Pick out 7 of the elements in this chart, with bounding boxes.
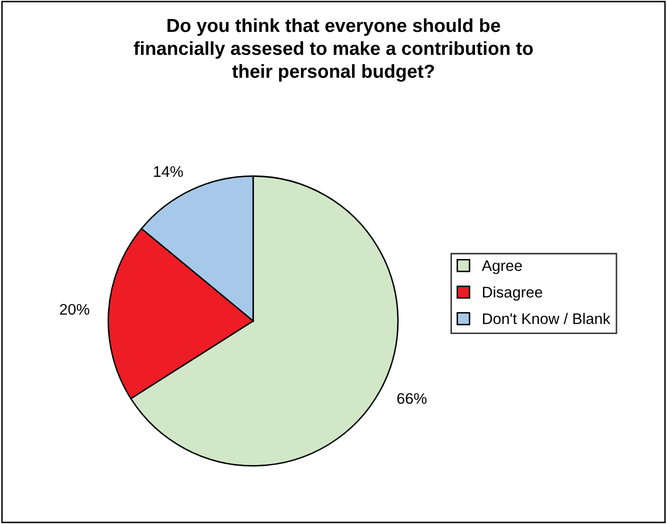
data-label: 20% <box>60 304 90 315</box>
legend-label: Disagree <box>483 286 542 301</box>
data-label: 66% <box>397 393 427 404</box>
data-label: 14% <box>154 166 183 177</box>
chart-title: Do you think that everyone should be financially assesed to make a contribution to their personal budget? <box>134 18 533 82</box>
legend-label: Agree <box>482 260 522 274</box>
legend-label: Don't Know / Blank <box>483 312 610 324</box>
